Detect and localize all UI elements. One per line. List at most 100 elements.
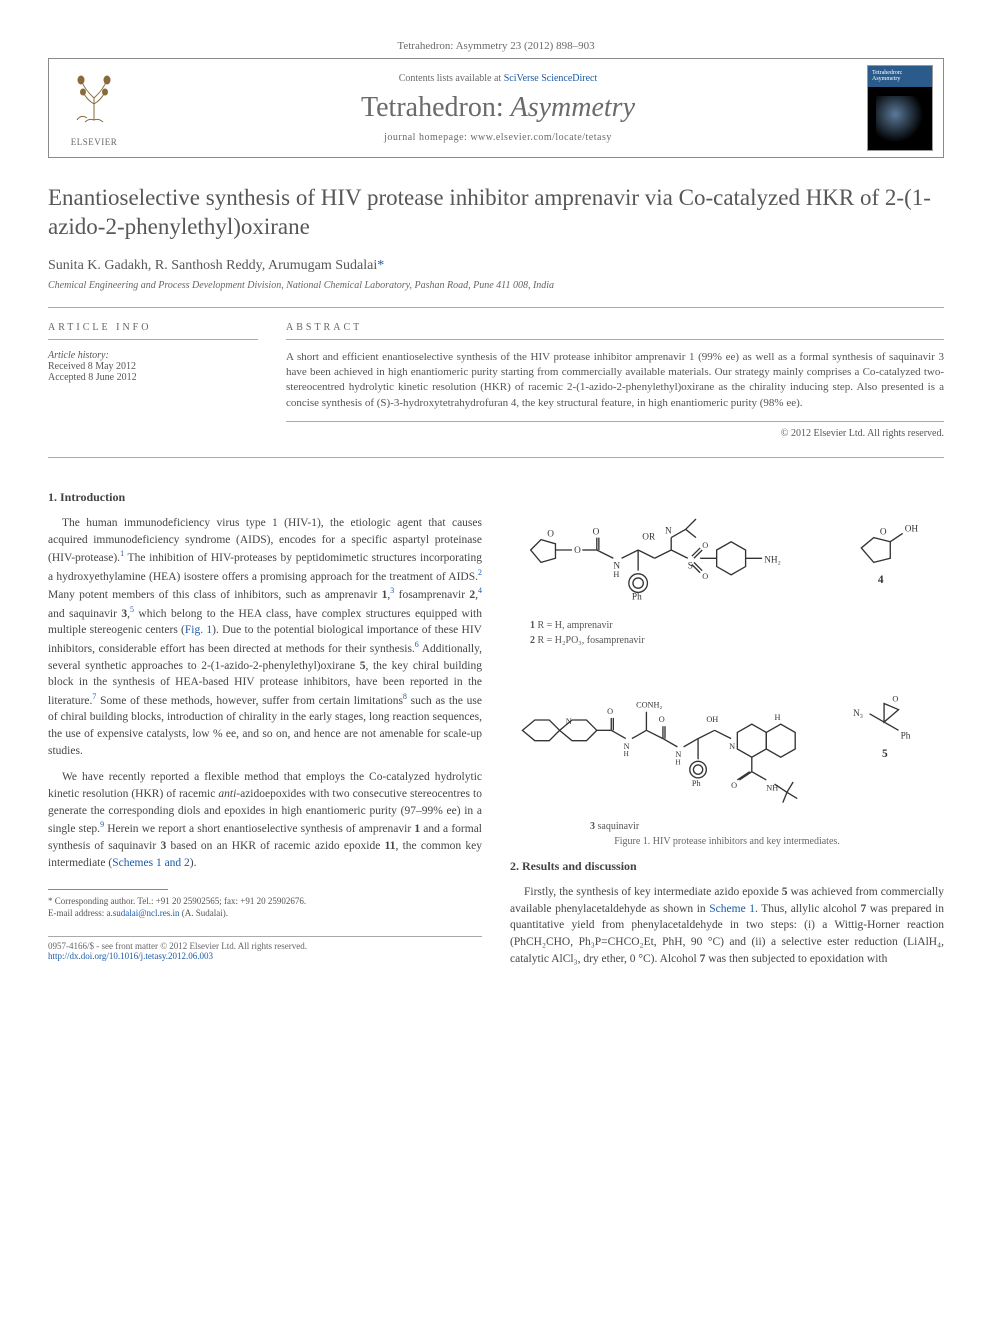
scheme-1-link[interactable]: Scheme 1 — [709, 903, 755, 915]
email-link[interactable]: a.sudalai@ncl.res.in — [106, 908, 179, 918]
authors: Sunita K. Gadakh, R. Santhosh Reddy, Aru… — [48, 258, 944, 274]
publisher-logo-box: ELSEVIER — [49, 59, 139, 157]
left-column: 1. Introduction The human immunodeficien… — [48, 480, 482, 977]
journal-homepage: journal homepage: www.elsevier.com/locat… — [143, 132, 853, 143]
journal-citation: Tetrahedron: Asymmetry 23 (2012) 898–903 — [48, 40, 944, 52]
svg-text:O: O — [702, 541, 708, 550]
svg-text:H: H — [675, 758, 680, 766]
contents-available: Contents lists available at SciVerse Sci… — [143, 73, 853, 84]
schemes-link[interactable]: Schemes 1 and 2 — [112, 857, 190, 869]
ref-4[interactable]: 4 — [478, 586, 482, 595]
svg-text:N: N — [729, 742, 735, 751]
abstract: ABSTRACT A short and efficient enantiose… — [286, 322, 944, 440]
chem-structure-bottom: N O N H CONH₂ O N — [510, 658, 944, 813]
masthead-center: Contents lists available at SciVerse Sci… — [139, 59, 857, 157]
svg-text:H: H — [775, 713, 781, 722]
received-date: Received 8 May 2012 — [48, 361, 258, 372]
svg-text:Ph: Ph — [632, 593, 642, 603]
email-label: E-mail address: — [48, 908, 106, 918]
svg-text:Ph: Ph — [692, 779, 702, 788]
contents-prefix: Contents lists available at — [399, 73, 504, 84]
journal-cover: Tetrahedron: Asymmetry — [867, 65, 933, 151]
page: Tetrahedron: Asymmetry 23 (2012) 898–903 — [0, 0, 992, 1017]
fig1-label-2: 2 R = H₂PO₃, fosamprenavir — [530, 635, 944, 646]
right-column: O O O N H Ph — [510, 480, 944, 977]
results-heading: 2. Results and discussion — [510, 859, 944, 874]
ref-2[interactable]: 2 — [478, 568, 482, 577]
svg-text:O: O — [547, 530, 554, 540]
svg-text:O: O — [659, 715, 665, 724]
svg-text:OH: OH — [706, 715, 718, 724]
article-info: ARTICLE INFO Article history: Received 8… — [48, 322, 258, 440]
journal-name-plain: Tetrahedron: — [361, 92, 511, 123]
cover-title: Tetrahedron: Asymmetry — [872, 70, 932, 82]
body-columns: 1. Introduction The human immunodeficien… — [48, 480, 944, 977]
corresponding-mark: * — [377, 258, 384, 273]
svg-text:O: O — [607, 707, 613, 716]
svg-text:H: H — [613, 570, 619, 579]
title-block: Enantioselective synthesis of HIV protea… — [48, 184, 944, 242]
corresponding-footnote: * Corresponding author. Tel.: +91 20 259… — [48, 896, 482, 908]
svg-text:S: S — [688, 562, 693, 572]
journal-name-italic: Asymmetry — [511, 92, 635, 123]
article-title: Enantioselective synthesis of HIV protea… — [48, 184, 944, 242]
fig1-label-3: 3 saquinavir — [590, 821, 944, 832]
affiliation: Chemical Engineering and Process Develop… — [48, 280, 944, 291]
homepage-url[interactable]: www.elsevier.com/locate/tetasy — [470, 132, 612, 143]
abstract-head: ABSTRACT — [286, 322, 944, 340]
cmp-2: 2 — [469, 589, 475, 601]
info-abstract-row: ARTICLE INFO Article history: Received 8… — [48, 307, 944, 459]
svg-text:O: O — [702, 572, 708, 581]
publisher-name: ELSEVIER — [71, 137, 118, 147]
svg-text:N₃: N₃ — [853, 709, 863, 719]
svg-text:OH: OH — [905, 524, 919, 534]
accepted-date: Accepted 8 June 2012 — [48, 372, 258, 383]
email-suffix: (A. Sudalai). — [180, 908, 229, 918]
cmp-11: 11 — [385, 840, 396, 852]
abstract-text: A short and efficient enantioselective s… — [286, 350, 944, 423]
svg-text:4: 4 — [878, 574, 884, 586]
svg-text:N: N — [566, 717, 572, 726]
intro-para-2: We have recently reported a flexible met… — [48, 769, 482, 871]
svg-text:O: O — [593, 528, 600, 538]
intro-heading: 1. Introduction — [48, 490, 482, 505]
doi-link[interactable]: http://dx.doi.org/10.1016/j.tetasy.2012.… — [48, 951, 482, 961]
svg-text:O: O — [880, 528, 887, 538]
figure-1: O O O N H Ph — [510, 488, 944, 847]
figure-1-caption: Figure 1. HIV protease inhibitors and ke… — [510, 836, 944, 847]
history-label: Article history: — [48, 350, 258, 361]
journal-name: Tetrahedron: Asymmetry — [143, 92, 853, 124]
fig1-link[interactable]: Fig. 1 — [185, 624, 212, 636]
masthead: ELSEVIER Contents lists available at Sci… — [48, 58, 944, 158]
svg-text:CONH₂: CONH₂ — [636, 701, 662, 710]
cmp-3: 3 — [121, 608, 127, 620]
author-list: Sunita K. Gadakh, R. Santhosh Reddy, Aru… — [48, 258, 377, 273]
sciencedirect-link[interactable]: SciVerse ScienceDirect — [504, 73, 598, 84]
cover-image — [876, 96, 924, 142]
front-matter-text: 0957-4166/$ - see front matter © 2012 El… — [48, 941, 482, 951]
intro-para-1: The human immunodeficiency virus type 1 … — [48, 515, 482, 759]
svg-text:Ph: Ph — [901, 732, 911, 742]
svg-text:NH₂: NH₂ — [764, 555, 781, 565]
svg-text:O: O — [731, 781, 737, 790]
elsevier-tree-icon — [67, 70, 121, 135]
svg-text:5: 5 — [882, 748, 888, 760]
svg-text:O: O — [892, 694, 898, 703]
front-matter: 0957-4166/$ - see front matter © 2012 El… — [48, 936, 482, 961]
elsevier-logo: ELSEVIER — [59, 68, 129, 148]
svg-text:H: H — [624, 750, 629, 758]
fig1-label-1: 1 R = H, amprenavir — [530, 620, 944, 631]
abstract-copyright: © 2012 Elsevier Ltd. All rights reserved… — [286, 428, 944, 439]
journal-cover-box: Tetrahedron: Asymmetry — [857, 59, 943, 157]
chem-structure-top: O O O N H Ph — [510, 488, 944, 612]
email-footnote: E-mail address: a.sudalai@ncl.res.in (A.… — [48, 908, 482, 920]
svg-text:O: O — [574, 546, 581, 556]
svg-text:OR: OR — [642, 533, 656, 543]
article-info-head: ARTICLE INFO — [48, 322, 258, 340]
anti-italic: anti — [218, 788, 236, 800]
results-para-1: Firstly, the synthesis of key intermedia… — [510, 884, 944, 967]
svg-text:N: N — [665, 527, 672, 537]
homepage-prefix: journal homepage: — [384, 132, 470, 143]
cmp-1: 1 — [382, 589, 388, 601]
footnote-separator — [48, 889, 168, 890]
